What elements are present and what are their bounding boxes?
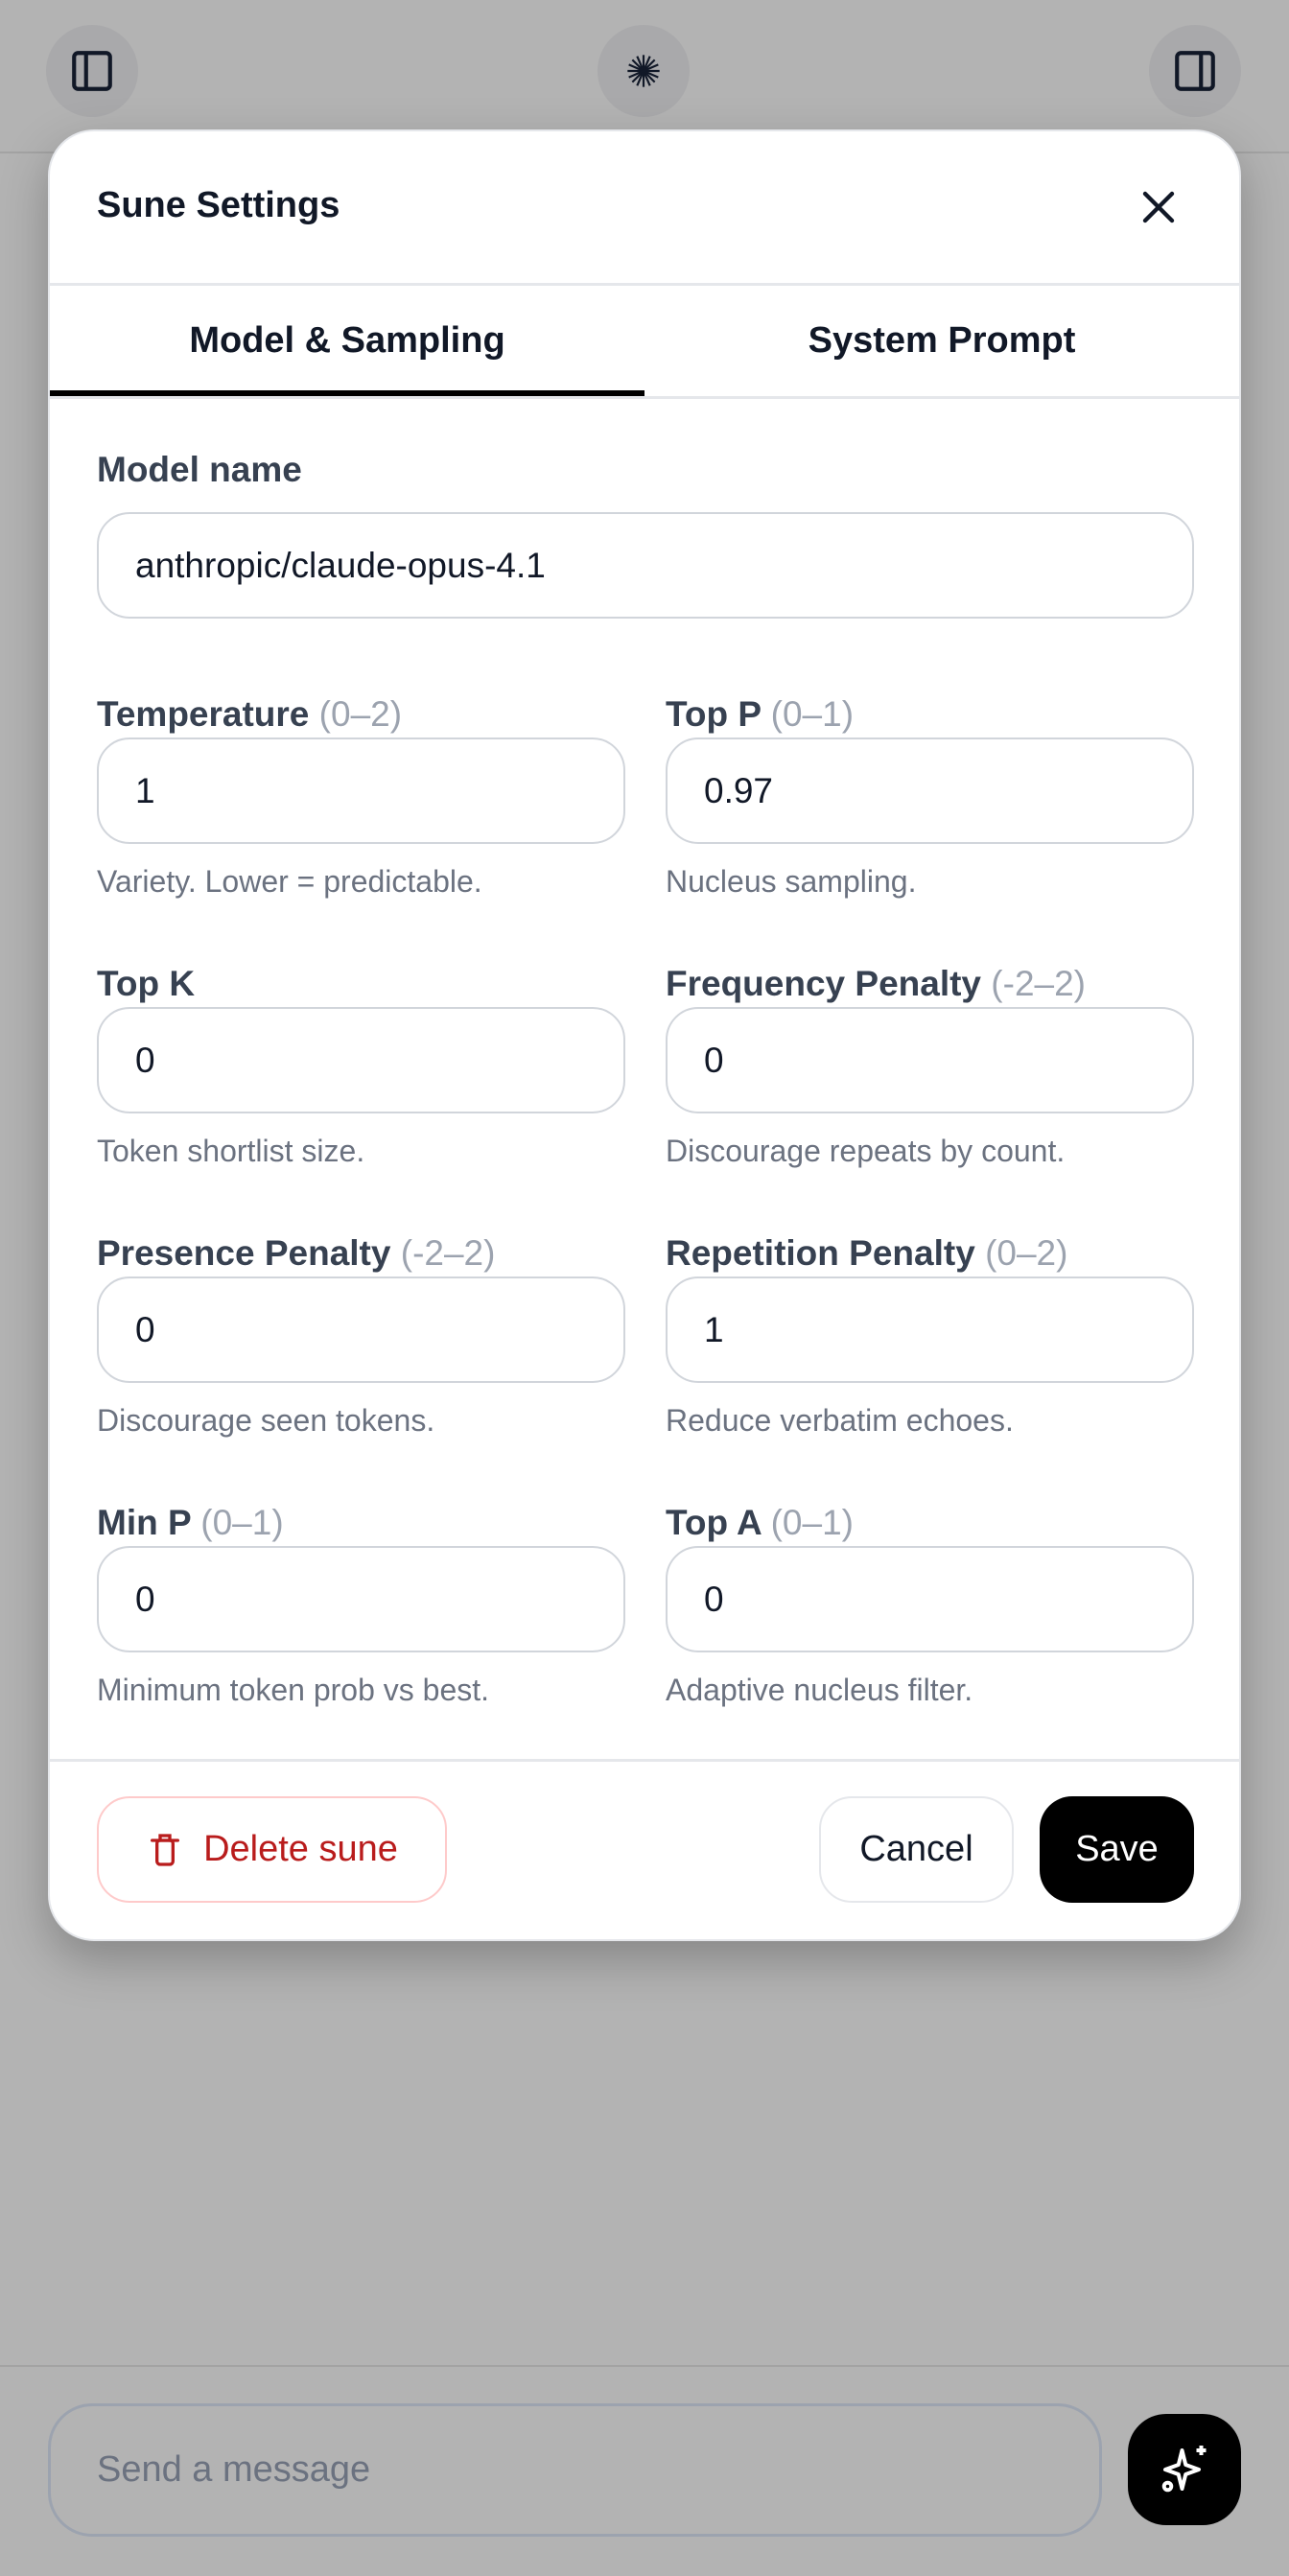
repetition-penalty-input[interactable]: 1 xyxy=(666,1276,1194,1383)
sune-logo-button[interactable] xyxy=(598,25,690,117)
top-k-value: 0 xyxy=(135,1040,155,1080)
min-p-value: 0 xyxy=(135,1579,155,1619)
min-p-help: Minimum token prob vs best. xyxy=(97,1673,490,1707)
top-p-value: 0.97 xyxy=(704,770,774,810)
toggle-left-sidebar-button[interactable] xyxy=(46,25,138,117)
top-a-label-text: Top A xyxy=(666,1503,762,1542)
send-button[interactable] xyxy=(1128,2414,1241,2525)
temperature-value: 1 xyxy=(135,770,155,810)
frequency-penalty-label-text: Frequency Penalty xyxy=(666,964,982,1003)
temperature-input[interactable]: 1 xyxy=(97,738,625,844)
temperature-range: (0–2) xyxy=(318,694,403,734)
presence-penalty-label: Presence Penalty (-2–2) xyxy=(97,1233,495,1274)
tab-model-sampling[interactable]: Model & Sampling xyxy=(50,286,644,396)
min-p-range: (0–1) xyxy=(200,1503,284,1542)
divider xyxy=(50,283,1239,286)
settings-modal: Sune Settings Model & Sampling System Pr… xyxy=(48,129,1241,1941)
top-k-label-text: Top K xyxy=(97,964,196,1003)
save-button[interactable]: Save xyxy=(1040,1796,1194,1903)
top-k-label: Top K xyxy=(97,964,195,1004)
modal-title: Sune Settings xyxy=(97,185,340,225)
temperature-label-text: Temperature xyxy=(97,694,310,734)
top-a-help: Adaptive nucleus filter. xyxy=(666,1673,973,1707)
min-p-label-text: Min P xyxy=(97,1503,191,1542)
model-name-input[interactable] xyxy=(97,512,1194,619)
delete-sune-button[interactable]: Delete sune xyxy=(97,1796,447,1903)
top-p-range: (0–1) xyxy=(770,694,855,734)
frequency-penalty-range: (-2–2) xyxy=(991,964,1086,1003)
message-input[interactable]: Send a message xyxy=(48,2403,1102,2537)
presence-penalty-help: Discourage seen tokens. xyxy=(97,1403,435,1438)
tab-system-prompt[interactable]: System Prompt xyxy=(808,320,1076,361)
presence-penalty-input[interactable]: 0 xyxy=(97,1276,625,1383)
trash-icon xyxy=(151,1833,180,1866)
close-icon[interactable] xyxy=(1136,184,1182,230)
footer-divider xyxy=(50,1759,1239,1762)
composer-divider xyxy=(0,2365,1289,2367)
repetition-penalty-range: (0–2) xyxy=(985,1233,1068,1273)
top-p-label-text: Top P xyxy=(666,694,762,734)
repetition-penalty-label: Repetition Penalty (0–2) xyxy=(666,1233,1067,1274)
toggle-right-sidebar-button[interactable] xyxy=(1149,25,1241,117)
top-a-input[interactable]: 0 xyxy=(666,1546,1194,1652)
repetition-penalty-value: 1 xyxy=(704,1309,724,1349)
top-a-label: Top A (0–1) xyxy=(666,1503,854,1543)
repetition-penalty-help: Reduce verbatim echoes. xyxy=(666,1403,1014,1438)
min-p-label: Min P (0–1) xyxy=(97,1503,284,1543)
delete-sune-label: Delete sune xyxy=(203,1829,398,1869)
model-name-label: Model name xyxy=(97,450,302,489)
message-placeholder: Send a message xyxy=(97,2449,371,2490)
top-p-label: Top P (0–1) xyxy=(666,694,854,735)
presence-penalty-label-text: Presence Penalty xyxy=(97,1233,391,1273)
top-a-value: 0 xyxy=(704,1579,724,1619)
temperature-help: Variety. Lower = predictable. xyxy=(97,864,482,899)
min-p-input[interactable]: 0 xyxy=(97,1546,625,1652)
top-k-input[interactable]: 0 xyxy=(97,1007,625,1113)
sparkles-icon xyxy=(1161,2446,1207,2493)
divider xyxy=(50,396,1239,399)
repetition-penalty-label-text: Repetition Penalty xyxy=(666,1233,975,1273)
frequency-penalty-label: Frequency Penalty (-2–2) xyxy=(666,964,1086,1004)
sune-logo-icon xyxy=(627,55,660,87)
sidebar-left-icon xyxy=(72,51,112,91)
temperature-label: Temperature (0–2) xyxy=(97,694,402,735)
frequency-penalty-value: 0 xyxy=(704,1040,724,1080)
frequency-penalty-input[interactable]: 0 xyxy=(666,1007,1194,1113)
presence-penalty-value: 0 xyxy=(135,1309,155,1349)
top-p-input[interactable]: 0.97 xyxy=(666,738,1194,844)
cancel-button[interactable]: Cancel xyxy=(819,1796,1014,1903)
top-a-range: (0–1) xyxy=(770,1503,854,1542)
top-p-help: Nucleus sampling. xyxy=(666,864,917,899)
presence-penalty-range: (-2–2) xyxy=(400,1233,496,1273)
sidebar-right-icon xyxy=(1175,51,1215,91)
frequency-penalty-help: Discourage repeats by count. xyxy=(666,1134,1066,1168)
top-k-help: Token shortlist size. xyxy=(97,1134,365,1168)
